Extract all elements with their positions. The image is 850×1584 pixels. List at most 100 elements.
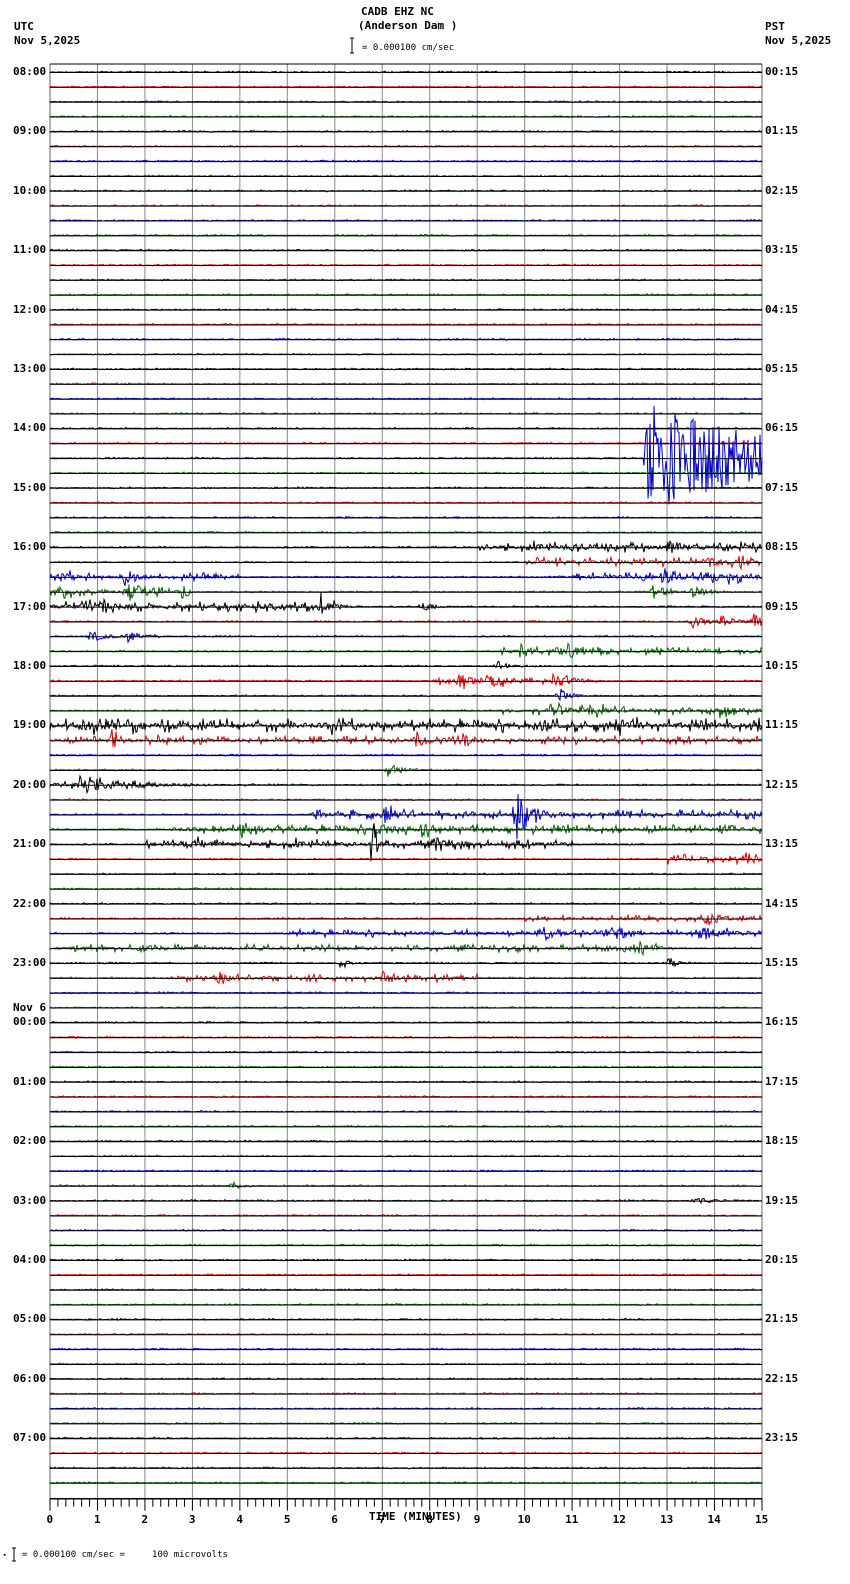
left-timezone: UTC [14,20,34,33]
trace-line [49,278,763,282]
utc-hour-label: 19:00 [13,718,47,732]
x-tick-label: 9 [473,1512,481,1526]
pst-hour-label: 03:15 [765,243,799,257]
pst-hour-label: 23:15 [765,1431,799,1445]
utc-hour-label: 04:00 [13,1253,47,1266]
pst-hour-label: 04:15 [765,302,799,316]
utc-hour-label: 08:00 [13,65,47,78]
trace-line [49,764,763,777]
pst-hour-label: 12:15 [765,777,799,791]
pst-hour-label: 21:15 [765,1312,799,1326]
pst-hour-label: 01:15 [765,124,799,138]
x-axis-title: TIME (MINUTES) [369,1510,462,1523]
pst-hour-label: 19:15 [765,1193,799,1207]
pst-hour-label: 10:15 [765,659,799,672]
station-location: (Anderson Dam ) [358,19,458,32]
trace-line [49,613,763,630]
seismic-traces [49,70,763,1485]
x-tick-label: 7 [378,1512,386,1526]
x-tick-label: 11 [565,1512,579,1526]
utc-hour-label: 07:00 [13,1431,47,1445]
station-title: CADB EHZ NC [361,5,434,18]
utc-hour-label: 16:00 [13,540,47,554]
x-tick-label: 10 [517,1512,531,1526]
date-change-label: Nov 6 [13,1001,47,1015]
pst-hour-label: 15:15 [765,956,799,969]
utc-hour-label: 02:00 [13,1134,47,1148]
trace-line [49,1180,763,1189]
utc-hour-label: 03:00 [13,1193,47,1207]
x-tick-label: 2 [141,1512,149,1526]
utc-hour-label: 01:00 [13,1074,47,1088]
pst-hour-label: 18:15 [765,1134,799,1148]
utc-hour-label: 09:00 [13,124,47,138]
trace-line [49,555,763,571]
x-tick-label: 1 [93,1512,101,1526]
pst-hour-label: 20:15 [765,1253,799,1266]
trace-line [49,540,763,554]
pst-hour-label: 11:15 [765,718,799,732]
trace-line [49,1436,763,1440]
pst-hour-label: 14:15 [765,896,799,910]
pst-hour-label: 16:15 [765,1015,799,1029]
scale-label: = 0.000100 cm/sec [362,43,455,53]
pst-hour-label: 09:15 [765,599,799,613]
x-tick-label: 3 [188,1512,196,1526]
trace-line [49,774,763,795]
utc-hour-label: 12:00 [13,302,47,316]
microvolt-note: = 0.000100 cm/sec = 100 microvolts [22,1550,228,1560]
trace-line [49,382,763,386]
utc-hour-label: 00:00 [13,1015,47,1029]
trace-line [49,852,763,866]
pst-hour-label: 02:15 [765,183,799,197]
trace-line [49,970,763,985]
x-tick-label: 15 [755,1512,769,1526]
trace-line [49,941,763,957]
pst-hour-label: 22:15 [765,1371,799,1385]
x-tick-label: 4 [236,1512,243,1526]
pst-hour-label: 17:15 [765,1074,799,1088]
x-tick-label: 6 [331,1512,338,1526]
trace-line [49,794,763,840]
right-date: Nov 5,2025 [765,34,832,47]
trace-line [49,405,763,505]
scale-bar-icon [12,37,354,1562]
scale-prefix: ⋆ [2,1551,8,1561]
trace-line [49,822,763,839]
pst-hour-label: 13:15 [765,837,799,851]
left-date: Nov 5,2025 [14,34,81,47]
pst-hour-label: 07:15 [765,480,799,494]
time-axis [49,1498,763,1511]
right-timezone: PST [765,20,785,33]
trace-line [49,912,763,926]
trace-line [50,990,763,995]
pst-hour-label: 00:15 [765,65,799,78]
trace-line [49,263,763,267]
utc-hour-label: 11:00 [13,243,47,257]
trace-line [49,642,763,659]
utc-hour-label: 06:00 [13,1371,47,1385]
pst-hour-label: 06:15 [765,421,799,435]
trace-line [49,729,763,748]
trace-line [49,958,762,969]
utc-hour-label: 17:00 [13,599,47,613]
trace-line [49,1451,763,1456]
pst-hour-label: 05:15 [765,362,799,375]
utc-hour-label: 15:00 [13,480,47,494]
pst-hour-label: 08:15 [765,540,799,554]
trace-line [49,660,763,670]
utc-hour-label: 05:00 [13,1312,47,1326]
utc-hour-label: 22:00 [13,896,47,910]
utc-hour-label: 20:00 [13,777,47,791]
utc-hour-label: 14:00 [13,421,47,435]
x-tick-label: 5 [283,1512,291,1526]
x-tick-label: 8 [426,1512,433,1526]
x-tick-label: 12 [612,1512,626,1526]
x-tick-label: 13 [660,1512,674,1526]
trace-line [49,716,763,737]
x-tick-label: 14 [707,1512,721,1526]
utc-hour-label: 13:00 [13,362,47,375]
utc-hour-label: 23:00 [13,956,47,969]
utc-hour-label: 10:00 [13,183,47,197]
